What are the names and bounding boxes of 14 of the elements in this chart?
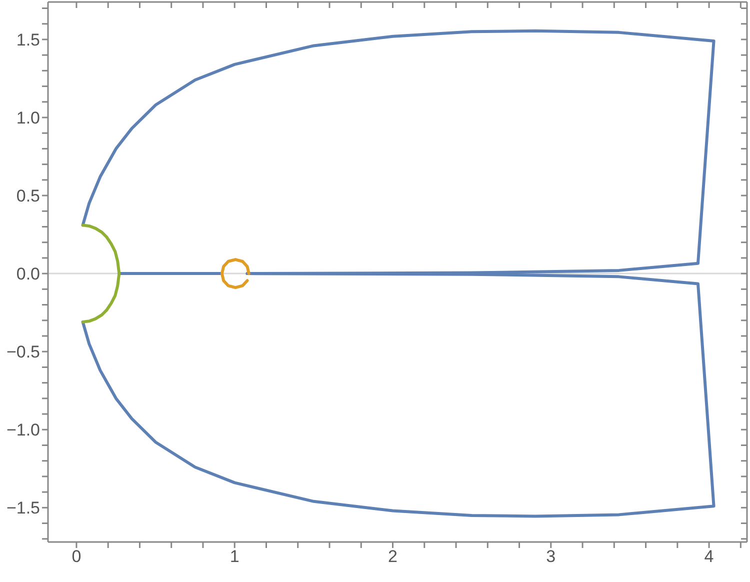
y-tick-label: −1.0 <box>6 420 40 440</box>
y-tick-label: −0.5 <box>6 342 40 362</box>
y-tick-label: 0.0 <box>16 264 40 284</box>
y-tick-label: −1.5 <box>6 498 40 518</box>
x-tick-label: 2 <box>388 547 398 566</box>
y-tick-label: 0.5 <box>16 186 40 206</box>
x-tick-label: 0 <box>72 547 82 566</box>
y-tick-label: 1.5 <box>16 30 40 50</box>
line-series <box>220 258 250 290</box>
x-tick-label: 1 <box>230 547 240 566</box>
x-tick-label: 4 <box>704 547 714 566</box>
y-tick-label: 1.0 <box>16 108 40 128</box>
x-tick-label: 3 <box>546 547 556 566</box>
line-series <box>81 224 121 324</box>
